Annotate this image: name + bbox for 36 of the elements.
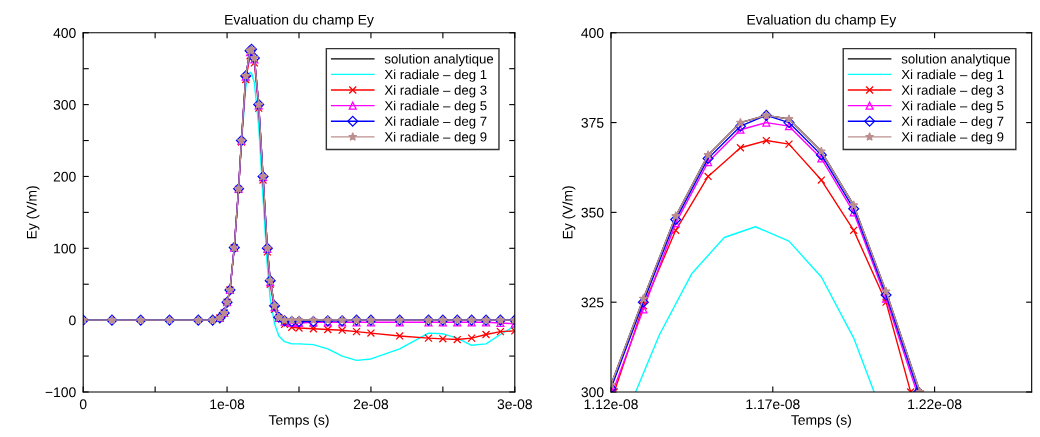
legend-label: Xi radiale – deg 9	[384, 131, 487, 145]
x-axis-title: Temps (s)	[268, 414, 329, 428]
legend-label: Xi radiale – deg 5	[384, 100, 487, 113]
legend-label: solution analytique	[384, 53, 494, 67]
y-tick-label: 350	[581, 207, 604, 218]
chart-title: Evaluation du champ Ey	[225, 14, 374, 28]
legend-label: solution analytique	[901, 53, 1010, 67]
y-axis-title: Ey (V/m)	[26, 186, 40, 239]
legend-label: Xi radiale – deg 5	[901, 100, 1004, 113]
y-tick-label: 200	[53, 171, 76, 182]
y-axis-title: Ey (V/m)	[562, 186, 576, 239]
y-tick-label: 0	[69, 315, 76, 326]
legend-label: Xi radiale – deg 3	[384, 85, 487, 98]
x-tick-label: 3e-08	[497, 399, 532, 410]
y-tick-label: 400	[581, 28, 604, 38]
legend-label: Xi radiale – deg 1	[384, 69, 487, 82]
x-tick-label: 0	[79, 399, 87, 410]
y-tick-label: 300	[581, 387, 604, 398]
y-tick-label: 300	[53, 99, 76, 110]
legend-label: Xi radiale – deg 7	[384, 116, 487, 129]
x-axis-title: Temps (s)	[791, 414, 851, 428]
x-tick-label: 1.12e-08	[584, 399, 638, 410]
y-tick-label: 325	[581, 297, 604, 308]
x-tick-label: 2e-08	[353, 399, 389, 410]
x-tick-label: 1e-08	[210, 399, 245, 410]
y-tick-label: 100	[54, 243, 76, 254]
legend-label: Xi radiale – deg 9	[901, 131, 1004, 145]
x-tick-label: 1.17e-08	[746, 399, 800, 410]
chart-title: Evaluation du champ Ey	[747, 14, 897, 28]
x-tick-label: 1.22e-08	[908, 399, 962, 410]
legend-label: Xi radiale – deg 1	[901, 69, 1004, 82]
legend-label: Xi radiale – deg 7	[901, 116, 1004, 129]
y-tick-label: 375	[581, 117, 604, 128]
legend-label: Xi radiale – deg 3	[901, 85, 1004, 98]
y-tick-label: −100	[45, 387, 76, 398]
y-tick-label: 400	[53, 28, 76, 38]
